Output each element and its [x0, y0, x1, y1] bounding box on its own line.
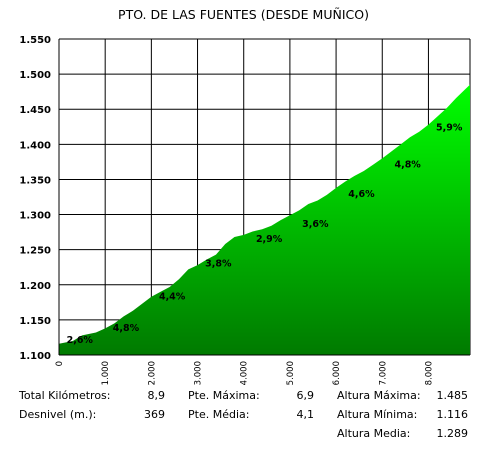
elevation-chart: 1.100 1.150 1.200 1.250 1.300 1.350 1.400 1.450…	[19, 35, 471, 385]
axes	[58, 39, 470, 356]
pte-media-label: Pte. Média:	[188, 408, 250, 421]
gradient-label: 3,8%	[205, 259, 232, 270]
gradient-label: 4,4%	[159, 292, 186, 303]
gradient-label: 3,6%	[302, 219, 329, 230]
x-tick-label: 2.000	[147, 361, 157, 385]
altura-minima-label: Altura Mínima:	[337, 408, 418, 421]
gradient-label: 5,9%	[436, 122, 463, 133]
y-tick-label: 1.400	[19, 140, 51, 151]
y-tick-labels: 1.100 1.150 1.200 1.250 1.300 1.350 1.400 1.450…	[19, 35, 51, 362]
y-tick-label: 1.200	[19, 281, 51, 292]
altura-media-label: Altura Media:	[337, 427, 411, 440]
x-tick-label: 1.000	[101, 361, 111, 385]
chart-title: PTO. DE LAS FUENTES (DESDE MUÑICO)	[118, 7, 369, 22]
x-tick-label: 3.000	[194, 361, 204, 385]
x-tick-label: 7.000	[378, 361, 388, 385]
stats-panel: Total Kilómetros: 8,9 Desnivel (m.): 369…	[0, 386, 487, 450]
y-tick-label: 1.350	[19, 175, 51, 186]
x-tick-labels: 0 1.000 2.000 3.000 4.000 5.000 6.000 7.000 8.00…	[55, 361, 434, 385]
y-tick-label: 1.150	[19, 316, 51, 327]
y-tick-label: 1.100	[19, 351, 51, 362]
desnivel-label: Desnivel (m.):	[19, 408, 97, 421]
gradient-label: 4,8%	[113, 323, 140, 334]
total-km-value: 8,9	[147, 389, 166, 402]
y-tick-label: 1.550	[19, 35, 51, 46]
x-tick-label: 4.000	[240, 361, 250, 385]
y-tick-label: 1.250	[19, 246, 51, 257]
x-tick-label: 0	[55, 361, 65, 366]
gradient-label: 2,6%	[67, 335, 94, 346]
y-tick-label: 1.300	[19, 211, 51, 222]
gradient-label: 4,8%	[394, 160, 421, 171]
x-tick-label: 5.000	[286, 361, 296, 385]
y-tick-label: 1.500	[19, 70, 51, 81]
pte-maxima-value: 6,9	[296, 389, 315, 402]
gradient-label: 2,9%	[256, 234, 283, 245]
pte-media-value: 4,1	[296, 408, 315, 421]
gradient-labels: 2,6% 4,8% 4,4% 3,8% 2,9% 3,6% 4,6% 4,8% 5,9%	[67, 122, 463, 346]
x-tick-label: 8.000	[424, 361, 434, 385]
pte-maxima-label: Pte. Máxima:	[188, 389, 260, 402]
altura-maxima-label: Altura Máxima:	[337, 389, 421, 402]
desnivel-value: 369	[144, 408, 165, 421]
altura-minima-value: 1.116	[436, 408, 469, 421]
y-tick-label: 1.450	[19, 105, 51, 116]
altura-media-value: 1.289	[436, 427, 469, 440]
total-km-label: Total Kilómetros:	[19, 389, 111, 402]
gradient-label: 4,6%	[348, 189, 375, 200]
x-tick-label: 6.000	[332, 361, 342, 385]
altura-maxima-value: 1.485	[436, 389, 469, 402]
elevation-area	[59, 84, 470, 356]
